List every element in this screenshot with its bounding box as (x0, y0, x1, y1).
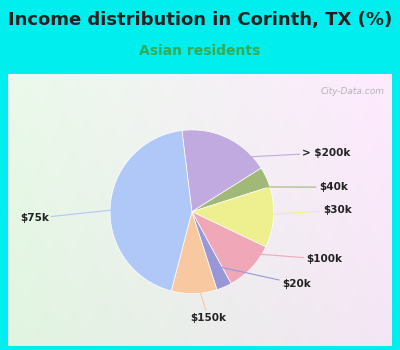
Text: $100k: $100k (235, 252, 342, 264)
Text: $150k: $150k (190, 271, 226, 323)
Text: $20k: $20k (215, 266, 311, 289)
Wedge shape (192, 187, 274, 247)
Wedge shape (110, 131, 192, 291)
Wedge shape (182, 130, 261, 212)
Wedge shape (192, 212, 231, 290)
Wedge shape (192, 212, 266, 284)
Text: City-Data.com: City-Data.com (320, 87, 384, 96)
Text: Income distribution in Corinth, TX (%): Income distribution in Corinth, TX (%) (8, 10, 392, 28)
Text: Asian residents: Asian residents (139, 44, 261, 58)
Text: $40k: $40k (245, 182, 348, 192)
Text: > $200k: > $200k (217, 148, 351, 159)
Wedge shape (171, 212, 217, 294)
Text: $30k: $30k (251, 205, 352, 216)
Text: $75k: $75k (20, 208, 133, 223)
Wedge shape (192, 168, 270, 212)
